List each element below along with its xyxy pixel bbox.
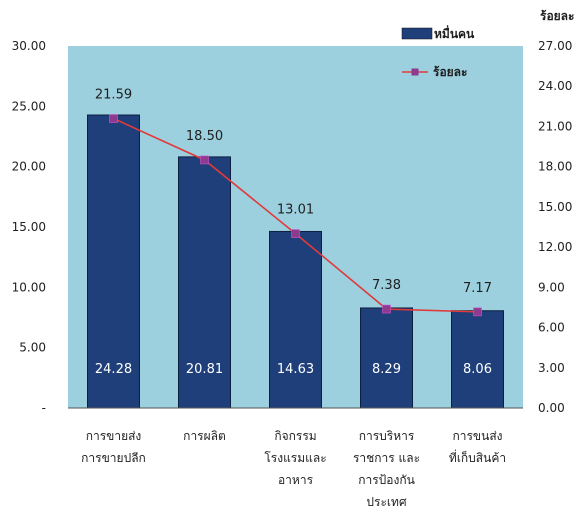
legend-line-marker xyxy=(411,68,419,76)
line-point xyxy=(200,155,209,165)
bar xyxy=(87,114,140,409)
left-tick-label: 30.00 xyxy=(12,39,46,53)
line-value-label: 7.38 xyxy=(372,278,401,293)
line-point xyxy=(473,307,482,317)
line-point xyxy=(382,304,391,314)
right-tick-label: 3.00 xyxy=(538,361,565,375)
bar xyxy=(269,230,322,409)
line-value-label: 13.01 xyxy=(277,203,314,218)
category-label: การขายส่งการขายปลีก xyxy=(81,429,146,465)
legend-bar-swatch xyxy=(401,27,433,40)
line-point xyxy=(291,229,300,238)
bars: 24.28 20.81 14.63 8.29 8.06 xyxy=(87,114,504,409)
legend-line-label: ร้อยละ xyxy=(433,65,467,79)
category-labels: การขายส่งการขายปลีก การผลิต กิจกรรมโรงแรมแ… xyxy=(81,429,506,509)
left-axis-ticks: - 5.00 10.00 15.00 20.00 25.00 30.00 xyxy=(12,39,46,415)
bar-value-label: 24.28 xyxy=(95,362,132,377)
left-tick-label: 20.00 xyxy=(12,160,46,174)
right-tick-label: 27.00 xyxy=(538,39,572,53)
right-tick-label: 12.00 xyxy=(538,240,572,254)
legend: หมื่นคน ร้อยละ xyxy=(401,25,475,79)
category-label: การขนส่งที่เก็บสินค้า xyxy=(449,429,506,465)
right-axis-unit-label: ร้อยละ xyxy=(540,9,574,23)
right-axis-ticks: 0.00 3.00 6.00 9.00 12.00 15.00 18.00 21.00 24.0… xyxy=(538,39,572,415)
right-tick-label: 18.00 xyxy=(538,160,572,174)
right-tick-label: 9.00 xyxy=(538,280,565,294)
right-tick-label: 21.00 xyxy=(538,119,572,133)
bar xyxy=(178,156,231,409)
bar-value-label: 8.06 xyxy=(463,362,492,377)
category-label: การผลิต xyxy=(183,429,226,443)
category-label: การบริหารราชการ และการป้องกันประเทศ xyxy=(353,429,420,509)
line-value-label: 18.50 xyxy=(186,129,223,144)
right-tick-label: 24.00 xyxy=(538,79,572,93)
bar-value-label: 8.29 xyxy=(372,362,401,377)
right-tick-label: 15.00 xyxy=(538,200,572,214)
line-value-label: 21.59 xyxy=(95,88,132,103)
line-value-label: 7.17 xyxy=(463,281,492,296)
right-tick-label: 0.00 xyxy=(538,401,565,415)
percent-line: 21.59 18.50 13.01 7.38 7.17 xyxy=(95,88,492,317)
bar-value-label: 14.63 xyxy=(277,362,314,377)
left-tick-label: - xyxy=(42,401,46,415)
line-point xyxy=(109,114,118,123)
right-tick-label: 6.00 xyxy=(538,321,565,335)
left-tick-label: 25.00 xyxy=(12,99,46,113)
left-tick-label: 10.00 xyxy=(12,280,46,294)
legend-bar-label: หมื่นคน xyxy=(434,25,475,41)
left-tick-label: 15.00 xyxy=(12,220,46,234)
category-label: กิจกรรมโรงแรมและอาหาร xyxy=(264,429,326,487)
left-tick-label: 5.00 xyxy=(19,341,46,355)
bar xyxy=(360,307,413,409)
bar-value-label: 20.81 xyxy=(186,362,223,377)
bar xyxy=(451,310,504,409)
